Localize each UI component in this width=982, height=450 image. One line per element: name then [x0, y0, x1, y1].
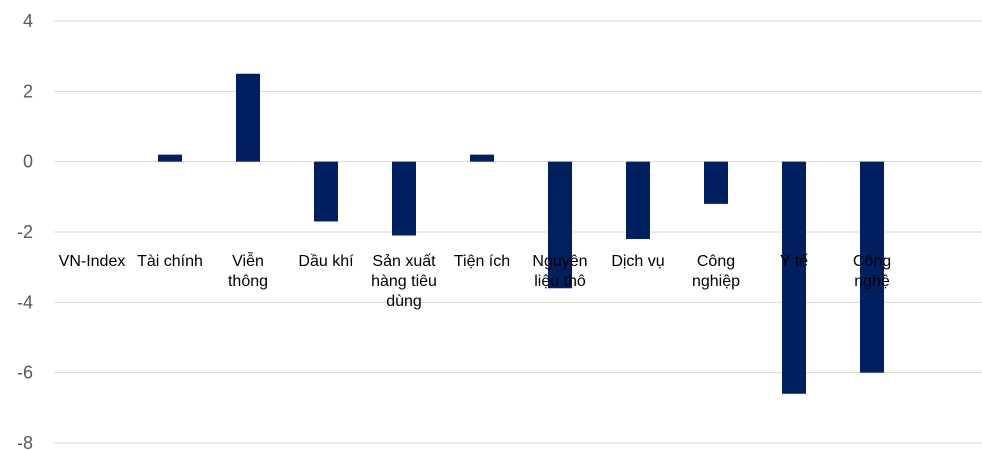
- y-tick-label: -8: [17, 433, 33, 450]
- x-tick-label: Tiện ích: [454, 253, 510, 270]
- bar-7: [626, 161, 650, 240]
- y-tick-label: 2: [23, 81, 33, 101]
- x-tick-label-line: Sản xuất: [372, 253, 436, 270]
- x-tick-label-line: Viễn: [232, 251, 264, 270]
- bar-9: [782, 161, 806, 394]
- bar-5: [470, 154, 494, 162]
- y-tick-label: -2: [17, 222, 33, 242]
- gridlines: [54, 20, 982, 444]
- x-tick-label-line: thông: [228, 273, 268, 290]
- x-tick-label-line: Công: [697, 253, 735, 270]
- x-tick-label-line: dùng: [386, 293, 422, 310]
- x-tick-label-line: nghệ: [854, 273, 890, 290]
- x-tick-label: Tài chính: [137, 253, 203, 270]
- bar-8: [704, 161, 728, 204]
- y-axis-tick-labels: 4 2 0 -2 -4 -6 -8: [17, 11, 33, 450]
- y-tick-label: 0: [23, 152, 33, 172]
- y-tick-label: -6: [17, 363, 33, 383]
- x-tick-label: Dịch vụ: [611, 253, 664, 270]
- x-tick-label: Viễn thông: [228, 251, 268, 290]
- x-tick-label: Sản xuất hàng tiêu dùng: [371, 253, 437, 310]
- bars: [158, 73, 884, 394]
- x-tick-label-line: Nguyên: [532, 253, 587, 270]
- y-tick-label: -4: [17, 292, 33, 312]
- x-tick-label-line: Y tế: [780, 253, 808, 270]
- x-tick-label-line: Tài chính: [137, 253, 203, 270]
- bar-3: [314, 161, 338, 222]
- x-tick-label: Y tế: [780, 253, 808, 270]
- bar-6: [548, 161, 572, 289]
- x-tick-label-line: Dầu khí: [298, 253, 354, 270]
- x-tick-label-line: liệu thô: [534, 273, 586, 290]
- x-tick-label-line: nghiệp: [692, 273, 740, 290]
- bar-1: [158, 154, 182, 162]
- x-axis-category-labels: VN-Index Tài chính Viễn thông Dầu khí Sản xuấ…: [59, 251, 891, 310]
- x-tick-label: VN-Index: [59, 253, 126, 270]
- x-tick-label: Nguyên liệu thô: [532, 253, 587, 290]
- x-tick-label-line: Dịch vụ: [611, 253, 664, 270]
- x-tick-label-line: VN-Index: [59, 253, 126, 270]
- x-tick-label-line: Công: [853, 253, 891, 270]
- bar-10: [860, 161, 884, 373]
- x-tick-label: Dầu khí: [298, 253, 354, 270]
- x-tick-label-line: hàng tiêu: [371, 273, 437, 290]
- y-tick-label: 4: [23, 11, 33, 31]
- x-tick-label: Công nghệ: [853, 253, 891, 290]
- x-tick-label: Công nghiệp: [692, 253, 740, 290]
- bar-2: [236, 73, 260, 162]
- bar-4: [392, 161, 416, 236]
- x-tick-label-line: Tiện ích: [454, 253, 510, 270]
